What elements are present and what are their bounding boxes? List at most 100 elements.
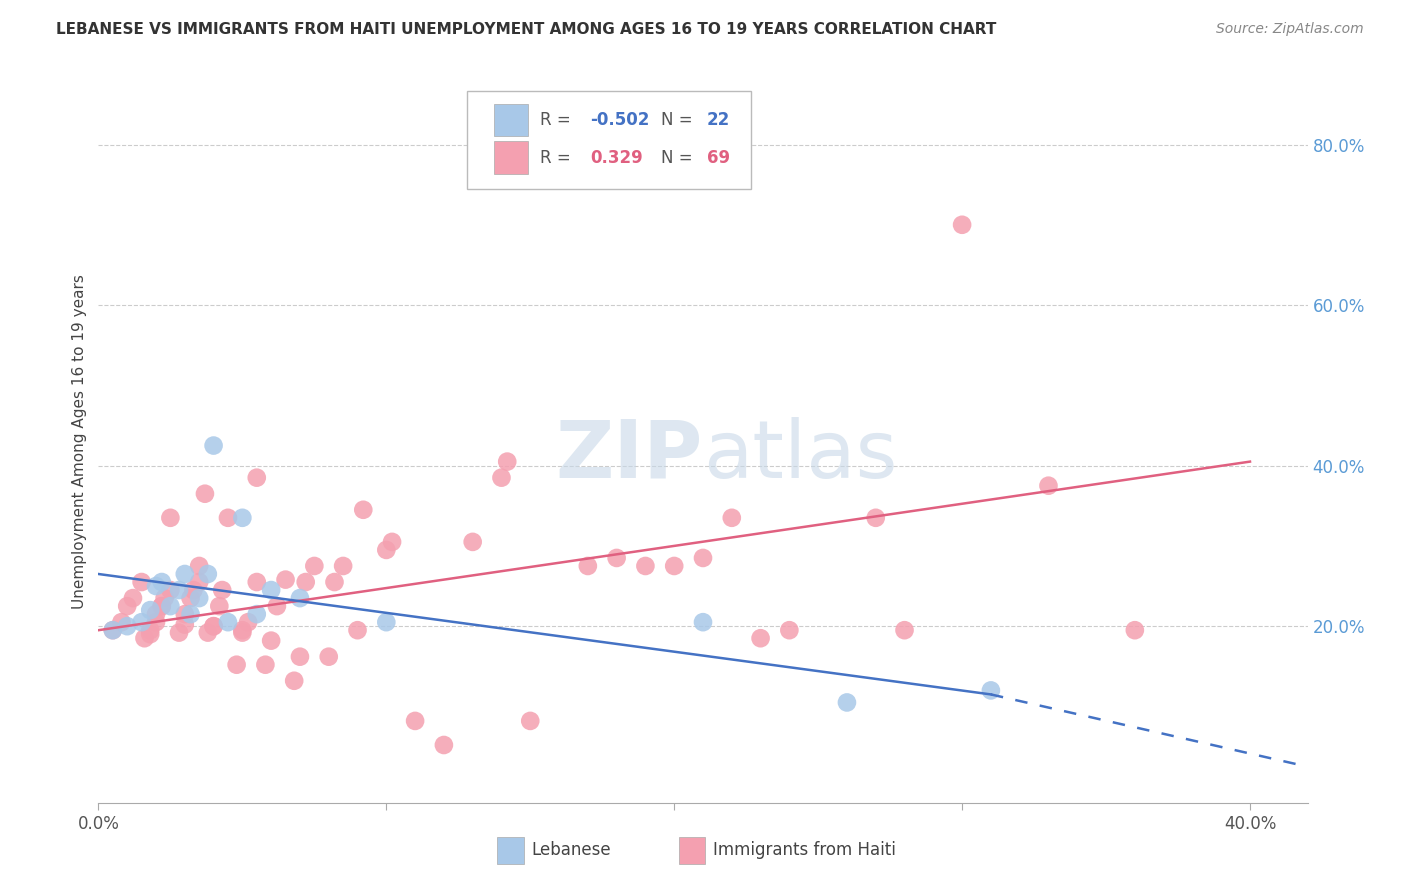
- Point: [211, 583, 233, 598]
- Point: [720, 510, 742, 524]
- Point: [375, 542, 398, 557]
- Text: LEBANESE VS IMMIGRANTS FROM HAITI UNEMPLOYMENT AMONG AGES 16 TO 19 YEARS CORRELA: LEBANESE VS IMMIGRANTS FROM HAITI UNEMPL…: [56, 22, 997, 37]
- Point: [173, 617, 195, 632]
- Point: [115, 599, 138, 614]
- Point: [664, 558, 686, 573]
- Point: [231, 625, 253, 640]
- Point: [145, 607, 167, 621]
- Point: [159, 599, 181, 614]
- Point: [323, 574, 346, 589]
- Point: [283, 673, 305, 688]
- Point: [153, 591, 176, 606]
- Point: [749, 632, 772, 646]
- Point: [404, 714, 426, 728]
- Point: [139, 627, 162, 641]
- Point: [150, 599, 173, 614]
- Point: [246, 574, 269, 589]
- Point: [980, 683, 1002, 698]
- Point: [150, 599, 173, 614]
- Point: [145, 579, 167, 593]
- Point: [225, 657, 247, 672]
- Point: [246, 470, 269, 484]
- Text: N =: N =: [661, 149, 697, 167]
- Point: [208, 599, 231, 614]
- Point: [288, 649, 311, 664]
- Point: [461, 534, 484, 549]
- Text: -0.502: -0.502: [591, 111, 650, 129]
- Text: 69: 69: [707, 149, 730, 167]
- Point: [202, 438, 225, 452]
- Point: [381, 534, 404, 549]
- Point: [260, 583, 283, 598]
- Point: [167, 583, 190, 598]
- Point: [202, 619, 225, 633]
- Point: [159, 510, 181, 524]
- Point: [950, 218, 973, 232]
- Point: [865, 510, 887, 524]
- Point: [131, 615, 153, 630]
- FancyBboxPatch shape: [494, 141, 527, 174]
- Point: [101, 623, 124, 637]
- Point: [318, 649, 340, 664]
- Point: [101, 623, 124, 637]
- Point: [835, 696, 858, 710]
- Point: [260, 633, 283, 648]
- Point: [352, 502, 374, 516]
- Point: [274, 573, 297, 587]
- Point: [332, 558, 354, 573]
- Point: [217, 615, 239, 630]
- Text: Source: ZipAtlas.com: Source: ZipAtlas.com: [1216, 22, 1364, 37]
- Point: [231, 623, 253, 637]
- Point: [159, 583, 181, 598]
- Point: [150, 574, 173, 589]
- Point: [491, 470, 513, 484]
- FancyBboxPatch shape: [679, 837, 706, 864]
- Text: R =: R =: [540, 111, 576, 129]
- Text: N =: N =: [661, 111, 697, 129]
- FancyBboxPatch shape: [467, 91, 751, 189]
- Point: [346, 623, 368, 637]
- Text: atlas: atlas: [703, 417, 897, 495]
- Text: ZIP: ZIP: [555, 417, 703, 495]
- Point: [180, 607, 202, 621]
- Point: [288, 591, 311, 606]
- Point: [110, 615, 132, 630]
- Point: [145, 615, 167, 630]
- Point: [122, 591, 145, 606]
- Point: [173, 607, 195, 621]
- FancyBboxPatch shape: [494, 103, 527, 136]
- Point: [246, 607, 269, 621]
- Point: [202, 619, 225, 633]
- Point: [188, 558, 211, 573]
- Point: [634, 558, 657, 573]
- Point: [893, 623, 915, 637]
- Point: [167, 625, 190, 640]
- Text: R =: R =: [540, 149, 576, 167]
- Point: [180, 591, 202, 606]
- Point: [188, 591, 211, 606]
- Point: [183, 583, 205, 598]
- Point: [576, 558, 599, 573]
- Point: [692, 551, 714, 566]
- Point: [134, 632, 156, 646]
- Point: [266, 599, 288, 614]
- Point: [692, 615, 714, 630]
- Point: [188, 574, 211, 589]
- Point: [197, 567, 219, 582]
- Text: Lebanese: Lebanese: [531, 841, 612, 859]
- Point: [519, 714, 541, 728]
- Point: [375, 615, 398, 630]
- Point: [139, 603, 162, 617]
- Point: [778, 623, 800, 637]
- FancyBboxPatch shape: [498, 837, 524, 864]
- Point: [606, 551, 628, 566]
- Point: [236, 615, 259, 630]
- Point: [1038, 478, 1060, 492]
- Point: [496, 454, 519, 469]
- Point: [197, 625, 219, 640]
- Point: [194, 487, 217, 501]
- Text: Immigrants from Haiti: Immigrants from Haiti: [713, 841, 896, 859]
- Point: [254, 657, 277, 672]
- Point: [433, 738, 456, 752]
- Text: 22: 22: [707, 111, 730, 129]
